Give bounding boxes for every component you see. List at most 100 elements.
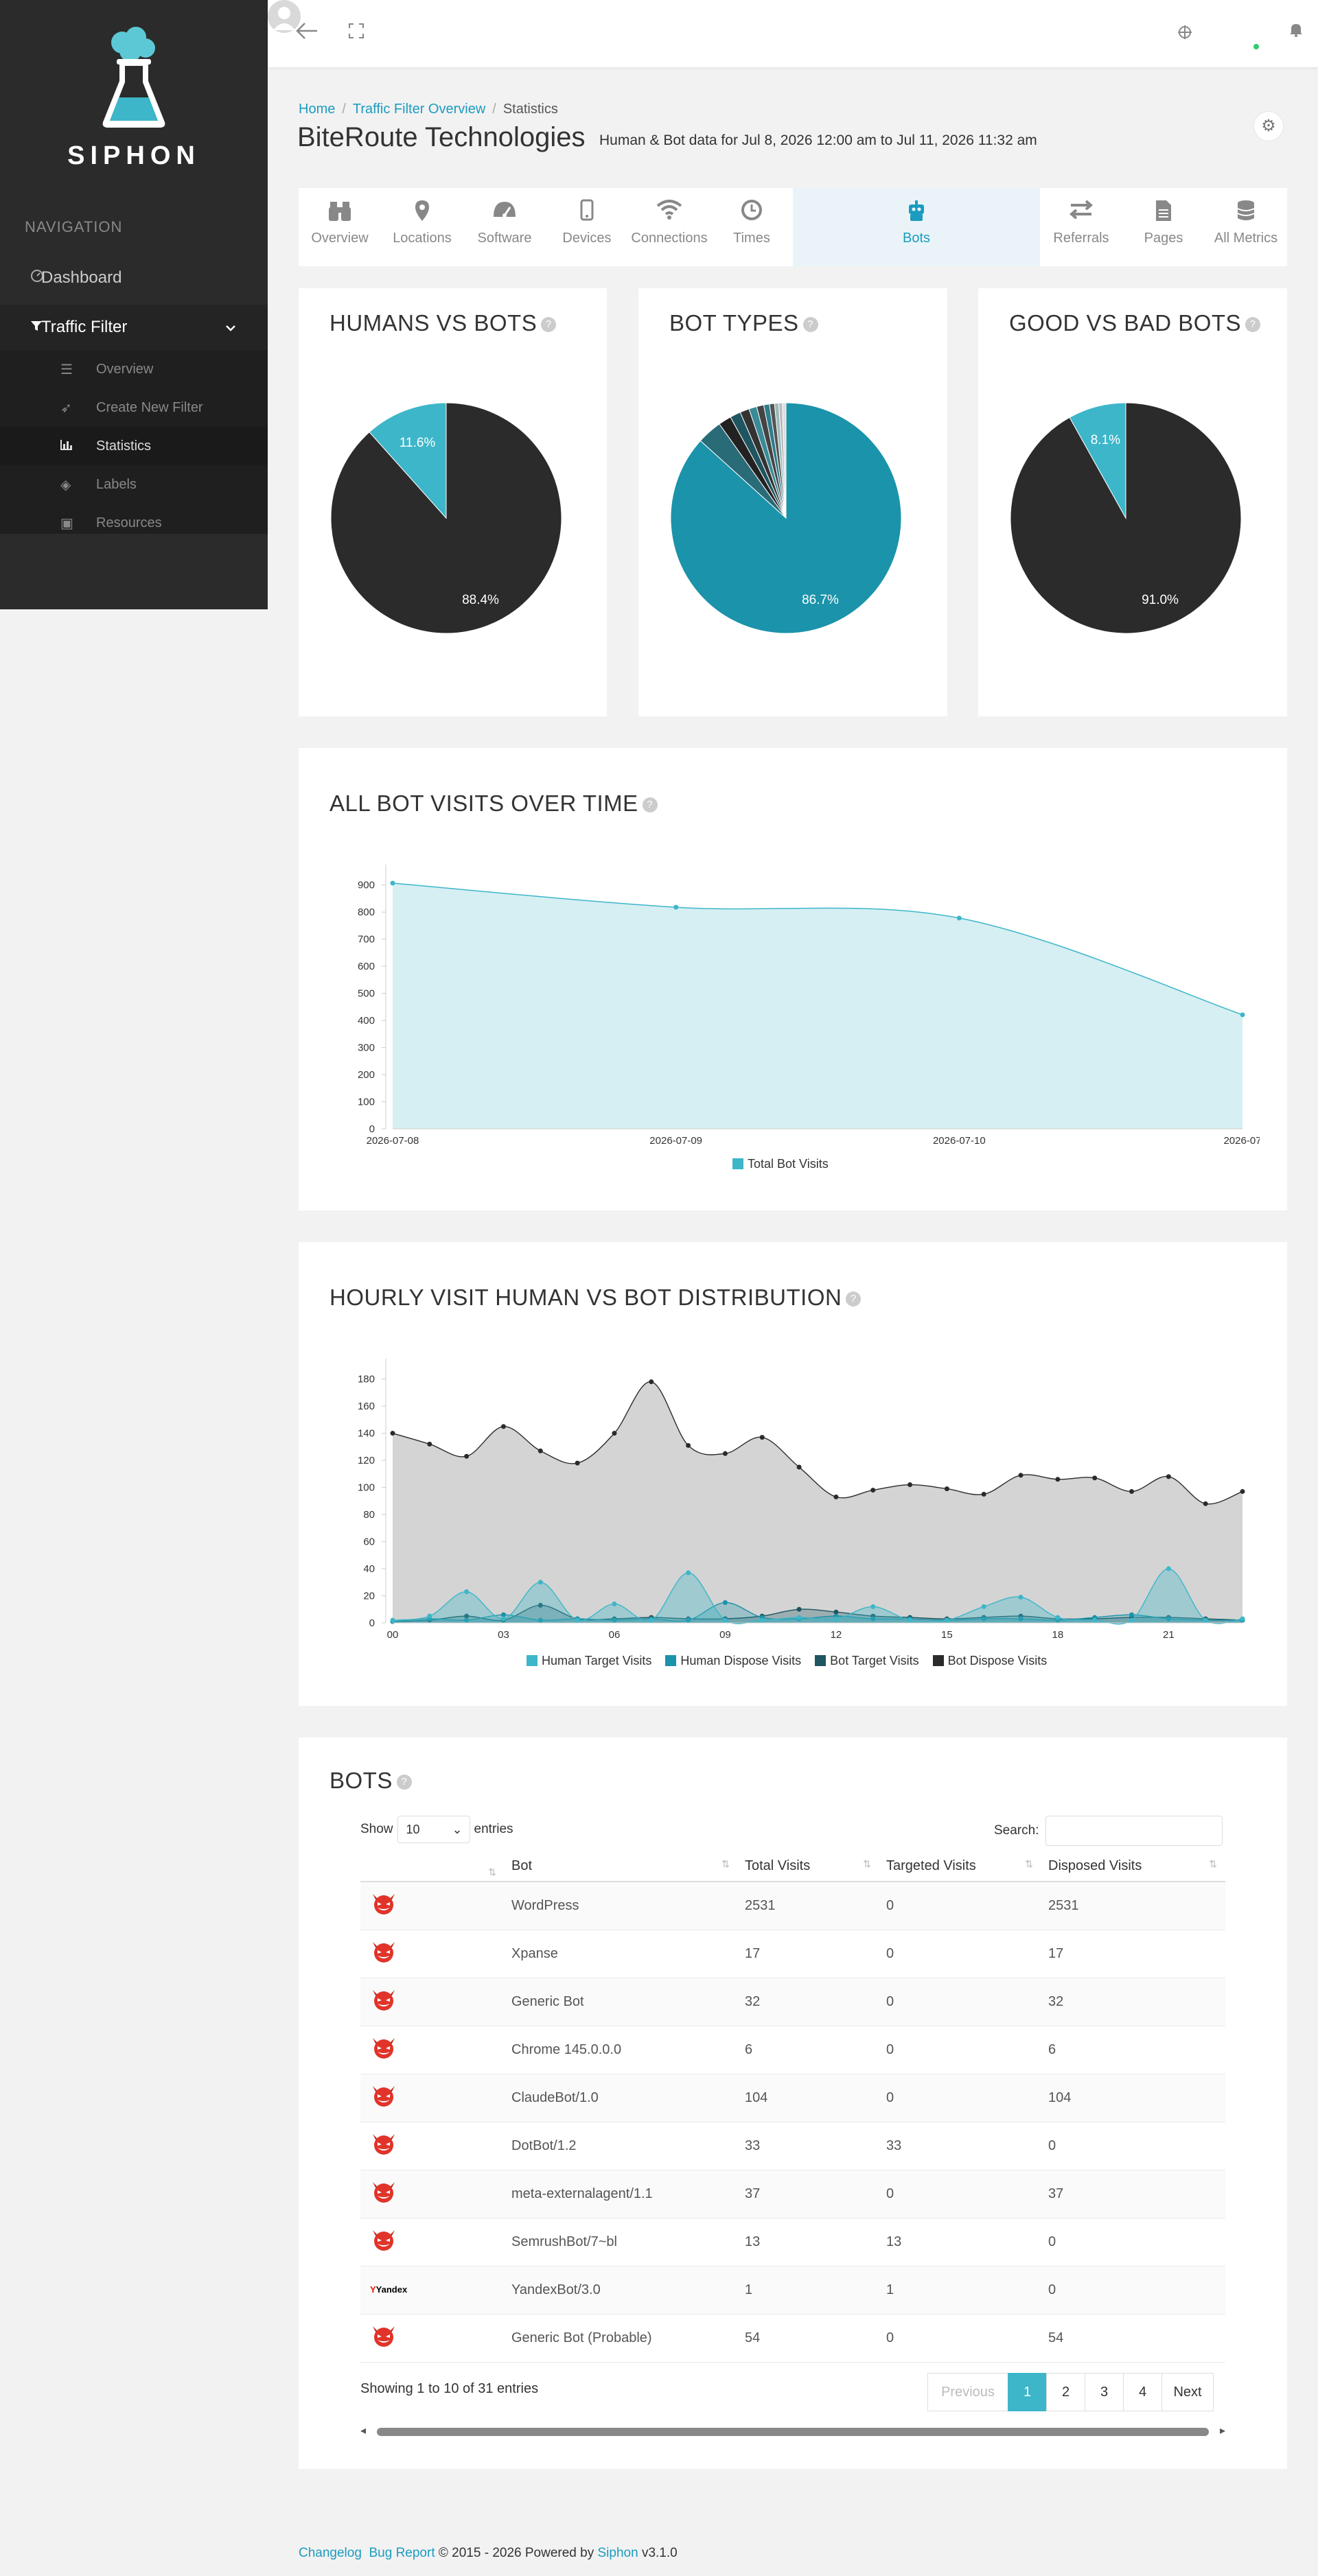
- data-point[interactable]: [537, 1617, 543, 1623]
- data-point[interactable]: [575, 1460, 580, 1466]
- scroll-left-icon[interactable]: ◂: [360, 2425, 367, 2437]
- horizontal-scrollbar[interactable]: ◂ ▸: [360, 2424, 1225, 2439]
- data-point[interactable]: [649, 1379, 654, 1385]
- bell-icon[interactable]: [1289, 22, 1303, 42]
- data-point[interactable]: [796, 1615, 802, 1620]
- page-button-3[interactable]: 3: [1085, 2373, 1124, 2411]
- breadcrumb-overview[interactable]: Traffic Filter Overview: [352, 102, 486, 117]
- data-point[interactable]: [956, 915, 962, 921]
- legend-item-bot-dispose-visits[interactable]: Bot Dispose Visits: [932, 1654, 1047, 1668]
- table-row[interactable]: Chrome 145.0.0.0 6 0 6: [360, 2026, 1225, 2074]
- page-button-1[interactable]: 1: [1008, 2373, 1047, 2411]
- column-header-total-visits[interactable]: Total Visits ⇅: [738, 1851, 879, 1882]
- data-point[interactable]: [1166, 1566, 1171, 1571]
- tab-referrals[interactable]: Referrals: [1040, 188, 1122, 266]
- table-row[interactable]: ClaudeBot/1.0 104 0 104: [360, 2074, 1225, 2122]
- data-point[interactable]: [1240, 1012, 1245, 1018]
- globe-icon[interactable]: [1177, 23, 1192, 45]
- table-row[interactable]: WordPress 2531 0 2531: [360, 1882, 1225, 1930]
- help-icon[interactable]: ?: [1245, 317, 1261, 333]
- legend-item-human-dispose-visits[interactable]: Human Dispose Visits: [665, 1654, 801, 1668]
- chevron-down-icon[interactable]: [225, 318, 236, 337]
- data-point[interactable]: [833, 1609, 839, 1615]
- breadcrumb-home[interactable]: Home: [299, 102, 336, 117]
- subnav-item-statistics[interactable]: Statistics: [0, 427, 268, 465]
- next-page-button[interactable]: Next: [1161, 2373, 1214, 2411]
- data-point[interactable]: [870, 1604, 876, 1609]
- data-point[interactable]: [464, 1613, 470, 1619]
- data-point[interactable]: [390, 1431, 395, 1436]
- legend-item-total-bot-visits[interactable]: Total Bot Visits: [732, 1157, 829, 1171]
- data-point[interactable]: [1092, 1617, 1098, 1623]
- data-point[interactable]: [1166, 1474, 1171, 1479]
- data-point[interactable]: [1129, 1489, 1135, 1495]
- tab-connections[interactable]: Connections: [628, 188, 710, 266]
- data-point[interactable]: [464, 1589, 470, 1595]
- data-point[interactable]: [1018, 1473, 1024, 1478]
- data-point[interactable]: [1203, 1501, 1208, 1506]
- bug-report-link[interactable]: Bug Report: [369, 2546, 435, 2560]
- data-point[interactable]: [722, 1451, 728, 1456]
- column-header-bot[interactable]: Bot ⇅: [505, 1851, 738, 1882]
- pie-slice[interactable]: [782, 402, 787, 519]
- column-header-disposed-visits[interactable]: Disposed Visits ⇅: [1041, 1851, 1225, 1882]
- data-point[interactable]: [1166, 1616, 1171, 1621]
- data-point[interactable]: [612, 1617, 617, 1623]
- data-point[interactable]: [390, 1617, 395, 1623]
- data-point[interactable]: [390, 880, 395, 886]
- tab-overview[interactable]: Overview: [299, 188, 381, 266]
- user-avatar[interactable]: [268, 0, 301, 33]
- data-point[interactable]: [1018, 1616, 1024, 1621]
- data-point[interactable]: [759, 1435, 765, 1440]
- subnav-item-labels[interactable]: ◈ Labels: [0, 465, 268, 504]
- data-point[interactable]: [1129, 1612, 1135, 1617]
- data-point[interactable]: [500, 1612, 506, 1617]
- data-point[interactable]: [673, 904, 679, 910]
- data-point[interactable]: [722, 1617, 728, 1623]
- table-row[interactable]: SemrushBot/7~bl 13 13 0: [360, 2218, 1225, 2267]
- data-point[interactable]: [464, 1617, 470, 1623]
- page-length-select[interactable]: 10 ⌄: [397, 1816, 470, 1843]
- data-point[interactable]: [907, 1617, 913, 1623]
- tab-all-metrics[interactable]: All Metrics: [1205, 188, 1287, 266]
- tab-devices[interactable]: Devices: [546, 188, 628, 266]
- legend-item-bot-target-visits[interactable]: Bot Target Visits: [815, 1654, 919, 1668]
- legend-item-human-target-visits[interactable]: Human Target Visits: [527, 1654, 651, 1668]
- column-header-targeted-visits[interactable]: Targeted Visits ⇅: [879, 1851, 1041, 1882]
- data-point[interactable]: [612, 1601, 617, 1606]
- data-point[interactable]: [500, 1424, 506, 1429]
- data-point[interactable]: [944, 1486, 949, 1492]
- pie-slice[interactable]: [1069, 402, 1126, 519]
- data-point[interactable]: [1240, 1489, 1245, 1495]
- scroll-right-icon[interactable]: ▸: [1219, 2425, 1225, 2437]
- data-point[interactable]: [464, 1453, 470, 1459]
- data-point[interactable]: [981, 1616, 986, 1621]
- pie-slice[interactable]: [369, 402, 447, 519]
- subnav-item-resources[interactable]: ▣ Resources: [0, 504, 268, 534]
- data-point[interactable]: [944, 1617, 949, 1623]
- subnav-item-create-new-filter[interactable]: ➶ Create New Filter: [0, 388, 268, 427]
- data-point[interactable]: [796, 1606, 802, 1612]
- data-point[interactable]: [907, 1482, 913, 1488]
- data-point[interactable]: [1092, 1475, 1098, 1481]
- changelog-link[interactable]: Changelog: [299, 2546, 362, 2560]
- tab-software[interactable]: Software: [463, 188, 546, 266]
- help-icon[interactable]: ?: [802, 317, 818, 333]
- table-row[interactable]: Generic Bot 32 0 32: [360, 1978, 1225, 2026]
- data-point[interactable]: [1240, 1616, 1245, 1621]
- data-point[interactable]: [1018, 1595, 1024, 1600]
- data-point[interactable]: [981, 1492, 986, 1497]
- help-icon[interactable]: ?: [541, 317, 557, 333]
- data-point[interactable]: [1055, 1477, 1061, 1482]
- data-point[interactable]: [686, 1570, 691, 1576]
- nav-item-traffic-filter[interactable]: Traffic Filter: [0, 305, 268, 350]
- data-point[interactable]: [833, 1616, 839, 1621]
- data-point[interactable]: [537, 1602, 543, 1608]
- previous-page-button[interactable]: Previous: [927, 2373, 1008, 2411]
- data-point[interactable]: [500, 1616, 506, 1621]
- data-point[interactable]: [722, 1600, 728, 1605]
- expand-icon[interactable]: [349, 22, 364, 43]
- tab-locations[interactable]: Locations: [381, 188, 463, 266]
- data-point[interactable]: [649, 1617, 654, 1623]
- tab-bots[interactable]: Bots: [793, 188, 1040, 266]
